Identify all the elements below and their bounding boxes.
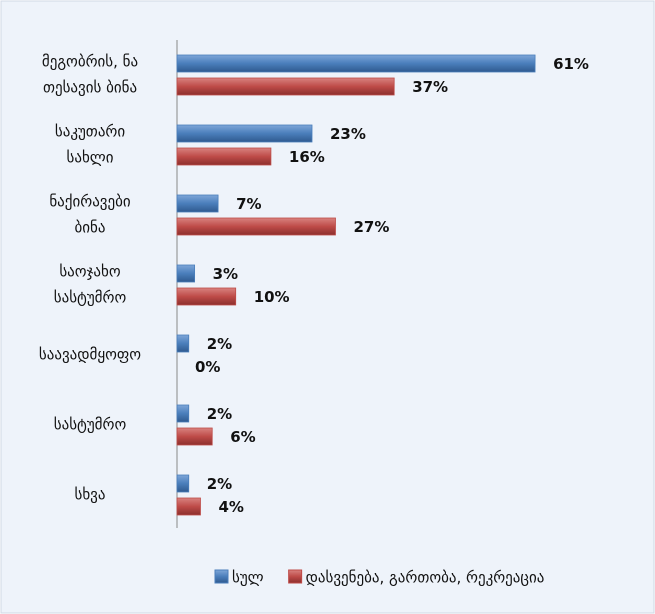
y-tick-label: სხვა (75, 486, 106, 504)
legend-label: დასვენება, გართობა, რეკრეაცია (306, 569, 545, 587)
bar (176, 77, 395, 96)
bar (176, 54, 536, 73)
legend-label: სულ (232, 569, 264, 587)
value-label: 6% (230, 428, 255, 446)
value-label: 2% (207, 475, 232, 493)
legend-swatch (214, 569, 229, 584)
y-tick-label: საკუთარი (55, 123, 126, 141)
y-tick-label: სასტუმრო (54, 416, 127, 434)
value-label: 61% (553, 55, 589, 73)
y-tick-label: ბინა (75, 219, 106, 237)
legend-swatch (288, 569, 303, 584)
value-label: 4% (218, 498, 243, 516)
bar (176, 497, 201, 516)
y-tick-label: მეგობრის, ნა (42, 53, 138, 71)
value-label: 16% (289, 148, 325, 166)
bar (176, 334, 190, 353)
y-tick-label: საავადმყოფო (39, 346, 141, 364)
value-label: 10% (254, 288, 290, 306)
bar (176, 194, 219, 213)
value-label: 0% (195, 358, 220, 376)
value-label: 2% (207, 405, 232, 423)
bar (176, 124, 313, 143)
bar (176, 147, 272, 166)
y-tick-label: თესავის ბინა (43, 79, 137, 97)
value-label: 23% (330, 125, 366, 143)
bar (176, 287, 237, 306)
value-label: 27% (353, 218, 389, 236)
y-tick-label: საოჯახო (59, 263, 121, 281)
y-tick-label: სასტუმრო (54, 289, 127, 307)
y-tick-label: სახლი (66, 149, 113, 167)
bar (176, 217, 336, 236)
value-label: 2% (207, 335, 232, 353)
y-tick-label: ნაქირავები (49, 193, 131, 211)
value-label: 37% (412, 78, 448, 96)
value-label: 3% (213, 265, 238, 283)
bar (176, 427, 213, 446)
bar (176, 264, 196, 283)
bar (176, 474, 190, 493)
value-label: 7% (236, 195, 261, 213)
bar (176, 404, 190, 423)
